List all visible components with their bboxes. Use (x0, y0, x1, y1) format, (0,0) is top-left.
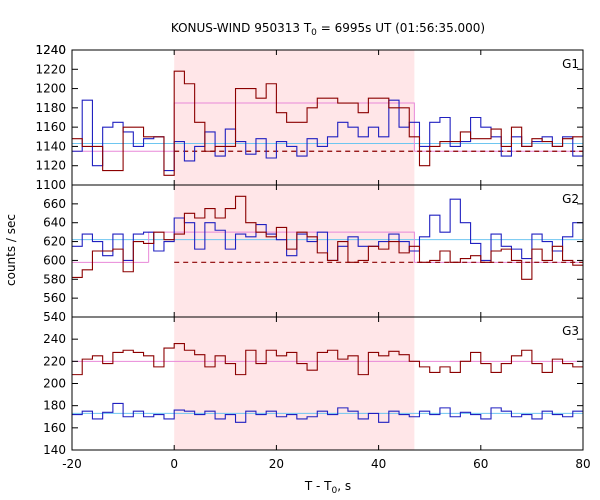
y-tick-label: 180 (43, 399, 66, 413)
y-tick-label: 1240 (35, 43, 66, 57)
y-tick-label: 620 (43, 235, 66, 249)
x-tick-label: 60 (473, 457, 488, 471)
y-tick-label: 640 (43, 216, 66, 230)
panel-label-g3: G3 (562, 324, 579, 338)
panel-g3: 140 160 180 200 220 240 G3 (43, 316, 584, 457)
y-tick-label: 220 (43, 354, 66, 368)
panel-label-g2: G2 (562, 192, 579, 206)
shaded-interval (174, 50, 415, 185)
panel-g2: 540 560 580 600 620 640 660 G2 (43, 184, 584, 324)
y-tick-label: 1160 (35, 120, 66, 134)
red-series-g3 (72, 343, 583, 376)
x-tick-label: 20 (269, 457, 284, 471)
y-tick-label: 540 (43, 310, 66, 324)
y-tick-label: 660 (43, 197, 66, 211)
shaded-interval (174, 317, 415, 450)
burst-level-box (148, 231, 415, 263)
y-tick-label: 600 (43, 253, 66, 267)
x-tick-label: 0 (170, 457, 178, 471)
y-axis-label: counts / sec (4, 214, 18, 286)
y-tick-label: 160 (43, 421, 66, 435)
shaded-interval (174, 185, 415, 317)
y-tick-label: 1220 (35, 62, 66, 76)
x-axis-label: T - T0, s (304, 479, 351, 496)
y-tick-label: 1180 (35, 101, 66, 115)
red-series-g1 (72, 70, 583, 176)
blue-series-g3 (72, 402, 583, 423)
y-tick-label: 240 (43, 332, 66, 346)
x-tick-label: 40 (371, 457, 386, 471)
x-tick-label: 80 (575, 457, 590, 471)
y-tick-label: 200 (43, 377, 66, 391)
y-tick-label: 1240 (35, 43, 66, 57)
x-tick-label: -20 (62, 457, 82, 471)
y-tick-label: 560 (43, 291, 66, 305)
y-tick-label: 1200 (35, 82, 66, 96)
y-tick-label: 1140 (35, 139, 66, 153)
blue-series-g2 (72, 198, 583, 261)
y-tick-label: 1120 (35, 159, 66, 173)
y-tick-label: 140 (43, 443, 66, 457)
chart-title: KONUS-WIND 950313 T0 = 6995s UT (01:56:3… (171, 21, 485, 38)
y-tick-label: 1100 (35, 178, 66, 192)
y-tick-label: 580 (43, 272, 66, 286)
panel-label-g1: G1 (562, 57, 579, 71)
red-series-g2 (72, 195, 583, 280)
